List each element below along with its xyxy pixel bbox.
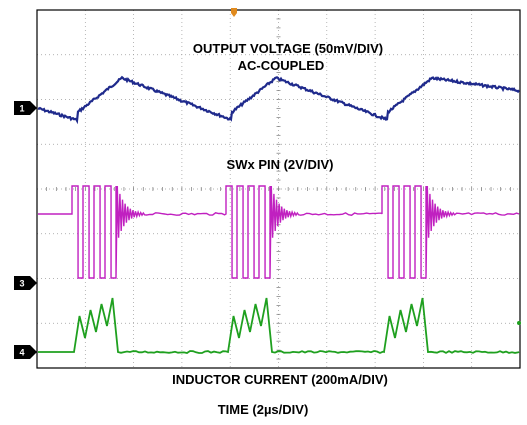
channel-4-marker: 4 [14, 345, 37, 359]
channel-3-marker: 3 [14, 276, 37, 290]
trace-output-voltage [37, 75, 520, 125]
trace-inductor-current [38, 297, 520, 354]
trace-swx-pin [38, 185, 520, 279]
channel-4-offset-dot [517, 321, 521, 325]
traces [37, 75, 520, 354]
ac-coupled-label: AC-COUPLED [238, 58, 325, 73]
plot-frame [36, 9, 521, 369]
inductor-current-label: INDUCTOR CURRENT (200mA/DIV) [172, 372, 388, 387]
vout-label: OUTPUT VOLTAGE (50mV/DIV) [193, 41, 383, 56]
channel-3-marker-label: 3 [19, 279, 24, 289]
channel-1-marker: 1 [14, 101, 37, 115]
channel-1-marker-label: 1 [19, 104, 24, 114]
x-axis-title: TIME (2µs/DIV) [218, 402, 309, 417]
swx-pin-label: SWx PIN (2V/DIV) [227, 157, 334, 172]
trigger-arrow [231, 8, 237, 17]
channel-markers: 1 3 4 [14, 101, 521, 359]
channel-4-marker-label: 4 [19, 348, 24, 358]
